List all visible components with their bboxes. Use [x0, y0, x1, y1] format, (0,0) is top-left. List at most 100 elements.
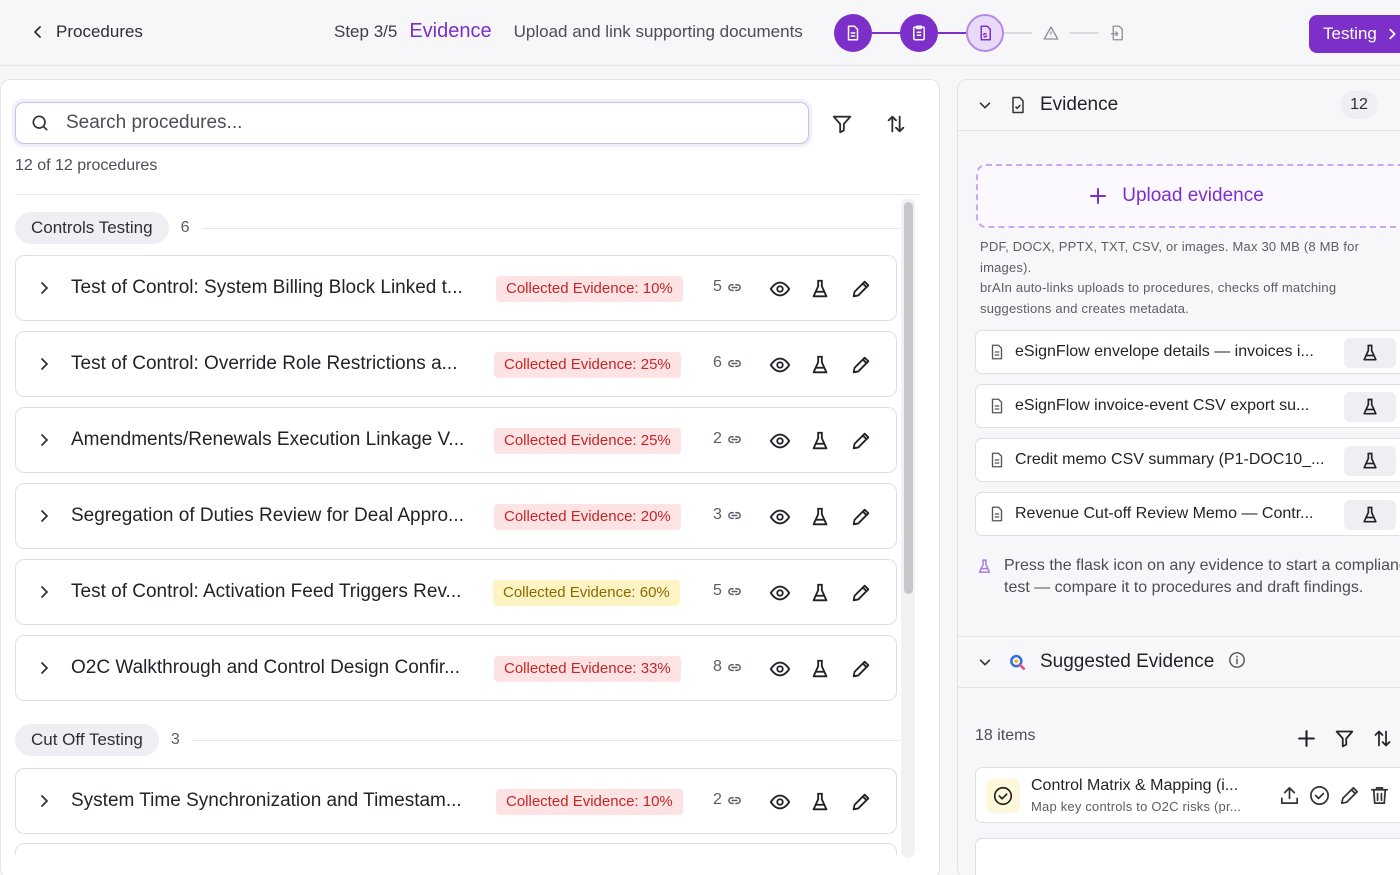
- suggested-item[interactable]: [975, 838, 1400, 875]
- evidence-item[interactable]: eSignFlow invoice-event CSV export su...: [975, 384, 1400, 428]
- view-button[interactable]: [767, 352, 793, 378]
- evidence-section-header[interactable]: Evidence 12: [958, 80, 1400, 130]
- procedure-title: Amendments/Renewals Execution Linkage V.…: [71, 429, 465, 450]
- link-count-value: 6: [713, 354, 722, 371]
- evidence-item[interactable]: Credit memo CSV summary (P1-DOC10_...: [975, 438, 1400, 482]
- step-2-button[interactable]: [900, 14, 938, 52]
- warning-icon: [1043, 26, 1059, 40]
- sort-button[interactable]: [882, 110, 910, 138]
- suggested-section-header[interactable]: Suggested Evidence: [958, 637, 1400, 687]
- test-button[interactable]: [807, 352, 833, 378]
- group-count: 6: [180, 219, 190, 236]
- chevron-right-icon[interactable]: [34, 791, 54, 811]
- edit-button[interactable]: [848, 276, 874, 302]
- pencil-icon: [852, 508, 870, 526]
- plus-icon: [1297, 729, 1315, 747]
- view-button[interactable]: [767, 428, 793, 454]
- procedure-row[interactable]: Test of Control: Override Role Restricti…: [15, 331, 897, 397]
- edit-button[interactable]: [848, 504, 874, 530]
- eye-icon: [769, 433, 791, 449]
- chevron-right-icon[interactable]: [34, 354, 54, 374]
- filter-suggestions-button[interactable]: [1331, 725, 1357, 751]
- step-5-button[interactable]: [1098, 14, 1136, 52]
- chevron-right-icon[interactable]: [34, 582, 54, 602]
- filter-button[interactable]: [828, 110, 856, 138]
- search-input[interactable]: [66, 112, 766, 134]
- edit-button[interactable]: [848, 789, 874, 815]
- suggested-item[interactable]: Control Matrix & Mapping (i... Map key c…: [975, 767, 1400, 823]
- upload-button[interactable]: [1278, 784, 1301, 807]
- file-check-icon: [1012, 96, 1024, 114]
- view-button[interactable]: [767, 656, 793, 682]
- link-count-value: 2: [713, 791, 722, 808]
- edit-button[interactable]: [848, 656, 874, 682]
- back-to-procedures-link[interactable]: Procedures: [30, 22, 143, 42]
- tip-text: Press the flask icon on any evidence to …: [1004, 557, 1400, 596]
- evidence-item[interactable]: Revenue Cut-off Review Memo — Contr...: [975, 492, 1400, 536]
- test-button[interactable]: [807, 276, 833, 302]
- procedure-row[interactable]: [15, 843, 897, 855]
- test-button[interactable]: [807, 580, 833, 606]
- link-icon: [728, 663, 741, 671]
- view-button[interactable]: [767, 276, 793, 302]
- chevron-right-icon[interactable]: [34, 506, 54, 526]
- procedure-row[interactable]: System Time Synchronization and Timestam…: [15, 768, 897, 834]
- test-button[interactable]: [807, 656, 833, 682]
- edit-button[interactable]: [848, 428, 874, 454]
- view-button[interactable]: [767, 580, 793, 606]
- compliance-test-button[interactable]: [1344, 338, 1396, 368]
- test-button[interactable]: [807, 504, 833, 530]
- procedure-row[interactable]: Segregation of Duties Review for Deal Ap…: [15, 483, 897, 549]
- next-testing-button[interactable]: Testing: [1309, 15, 1400, 53]
- chevron-down-icon[interactable]: [976, 653, 994, 671]
- group-count: 3: [170, 731, 180, 748]
- document-icon: [991, 398, 1003, 414]
- suggested-item-title: Control Matrix & Mapping (i...: [1031, 777, 1239, 794]
- info-icon[interactable]: [1228, 651, 1246, 669]
- compliance-test-button[interactable]: [1344, 446, 1396, 476]
- mark-done-button[interactable]: [1308, 784, 1331, 807]
- chevron-right-icon[interactable]: [34, 658, 54, 678]
- link-count-value: 3: [713, 506, 722, 523]
- chevron-right-icon[interactable]: [34, 430, 54, 450]
- pencil-icon: [852, 660, 870, 678]
- scrollbar-thumb[interactable]: [904, 202, 913, 594]
- link-count: 3: [713, 506, 742, 524]
- chevron-right-icon[interactable]: [34, 278, 54, 298]
- evidence-item[interactable]: eSignFlow envelope details — invoices i.…: [975, 330, 1400, 374]
- document-icon: [847, 25, 859, 41]
- view-button[interactable]: [767, 789, 793, 815]
- evidence-badge: Collected Evidence: 60%: [493, 580, 680, 606]
- step-connector: [1070, 32, 1098, 34]
- procedure-title: Segregation of Duties Review for Deal Ap…: [71, 505, 464, 526]
- suggested-title: Suggested Evidence: [1040, 651, 1246, 673]
- edit-button[interactable]: [848, 352, 874, 378]
- step-3-button[interactable]: [966, 14, 1004, 52]
- test-button[interactable]: [807, 789, 833, 815]
- procedure-row[interactable]: Test of Control: System Billing Block Li…: [15, 255, 897, 321]
- delete-button[interactable]: [1368, 784, 1391, 807]
- add-suggestion-button[interactable]: [1293, 725, 1319, 751]
- chevron-down-icon[interactable]: [976, 96, 994, 114]
- compliance-test-button[interactable]: [1344, 500, 1396, 530]
- compliance-test-button[interactable]: [1344, 392, 1396, 422]
- document-icon: [991, 506, 1003, 522]
- procedure-row[interactable]: O2C Walkthrough and Control Design Confi…: [15, 635, 897, 701]
- pencil-icon: [1340, 786, 1359, 805]
- edit-button[interactable]: [1338, 784, 1361, 807]
- link-count: 6: [713, 354, 742, 372]
- view-button[interactable]: [767, 504, 793, 530]
- upload-evidence-button[interactable]: Upload evidence: [976, 164, 1400, 228]
- test-button[interactable]: [807, 428, 833, 454]
- link-icon: [728, 587, 741, 595]
- flask-icon: [812, 792, 828, 811]
- step-1-button[interactable]: [834, 14, 872, 52]
- edit-button[interactable]: [848, 580, 874, 606]
- procedure-row[interactable]: Amendments/Renewals Execution Linkage V.…: [15, 407, 897, 473]
- link-count: 5: [713, 582, 742, 600]
- step-4-button[interactable]: [1032, 14, 1070, 52]
- step-name: Evidence: [409, 20, 492, 42]
- procedure-row[interactable]: Test of Control: Activation Feed Trigger…: [15, 559, 897, 625]
- flask-icon: [812, 431, 828, 450]
- sort-suggestions-button[interactable]: [1369, 725, 1395, 751]
